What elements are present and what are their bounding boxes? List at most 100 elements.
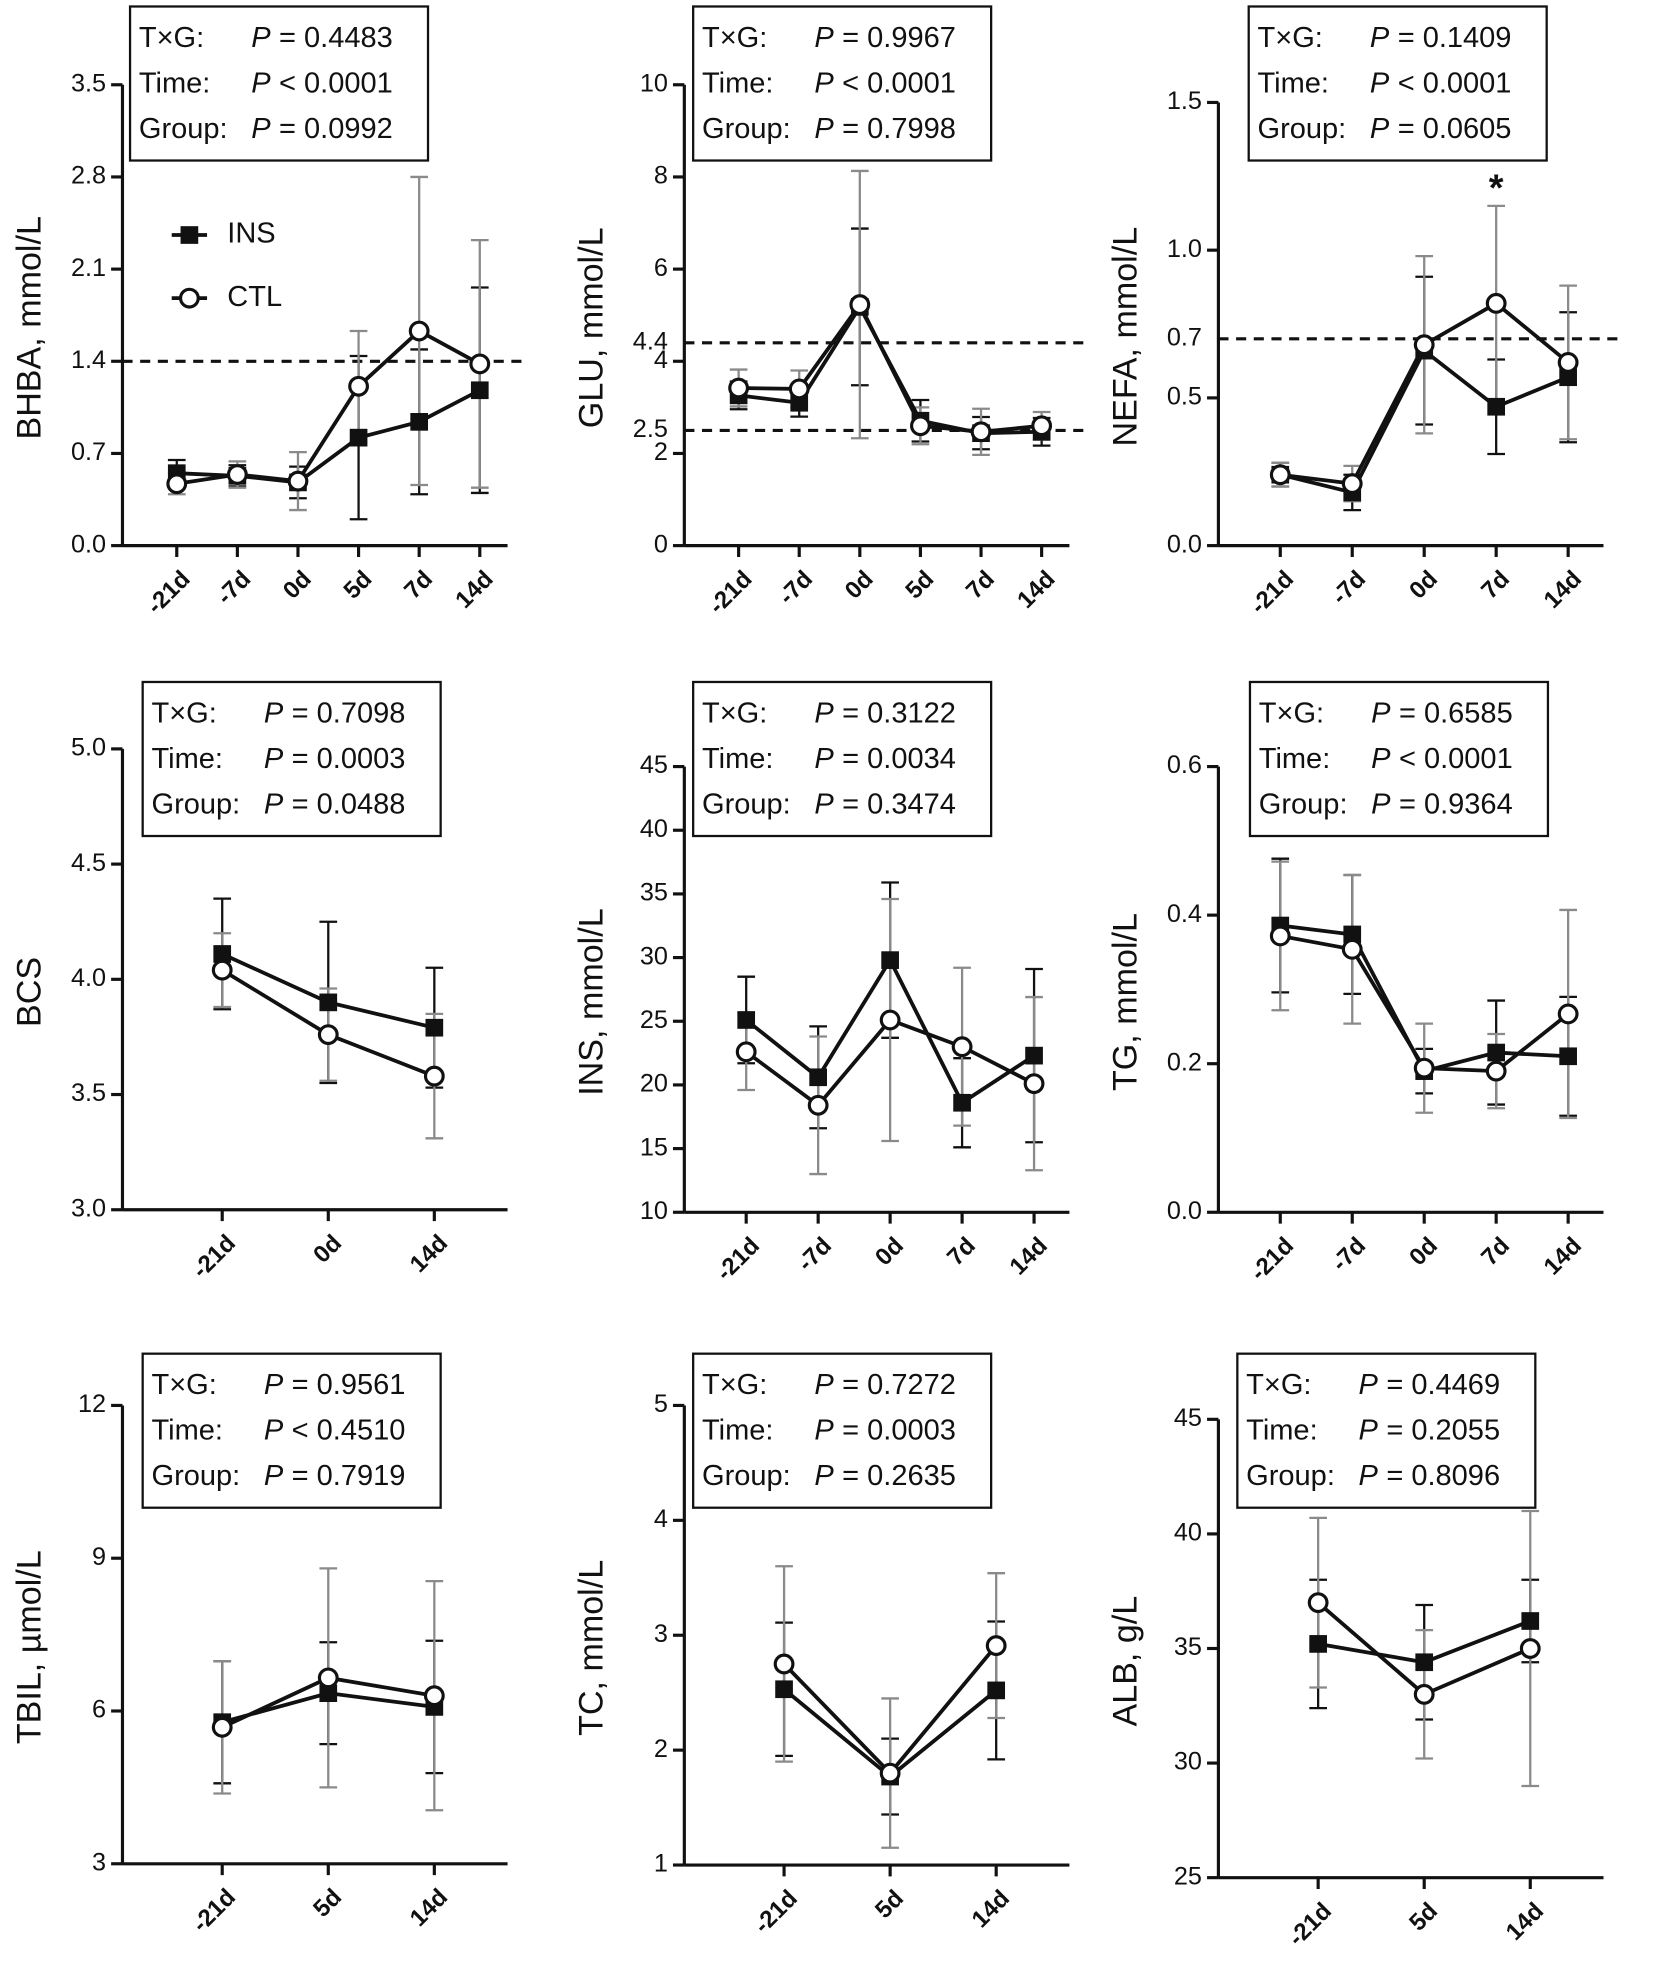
marker [1025, 1046, 1043, 1065]
stats-symbol: P [264, 788, 284, 820]
x-tick-label: 0d [840, 566, 879, 605]
stats-value: = 0.7098 [292, 697, 406, 729]
x-tick-label: 5d [339, 566, 378, 605]
marker [1269, 464, 1291, 486]
x-tick-label: 14d [1539, 566, 1587, 614]
y-tick-label: 2.8 [71, 162, 106, 190]
stats-label: Group: [702, 788, 791, 820]
y-tick-label: 6 [654, 254, 668, 282]
x-tick-label: 7d [1476, 1232, 1515, 1271]
y-tick-label: 25 [1174, 1862, 1202, 1890]
stats-value: = 0.4483 [279, 22, 393, 54]
x-tick-label: 5d [1404, 1898, 1443, 1937]
marker [348, 375, 369, 397]
stats-value: = 0.0003 [842, 1415, 956, 1447]
stats-label: Time: [702, 67, 773, 99]
stats-symbol: P [1359, 1369, 1379, 1401]
stats-value: = 0.3122 [842, 697, 956, 729]
stats-label: T×G: [702, 697, 767, 729]
marker [881, 951, 899, 969]
stats-label: Group: [139, 113, 228, 145]
x-tick-label: -7d [1327, 566, 1372, 611]
x-tick-label: 0d [1404, 1232, 1443, 1271]
stats-symbol: P [264, 1460, 284, 1492]
marker [1269, 925, 1291, 947]
y-tick-label: 3 [92, 1848, 106, 1876]
x-tick-label: 14d [1012, 566, 1060, 614]
marker [1519, 1638, 1541, 1659]
x-tick-label: 14d [967, 1885, 1015, 1933]
stats-box [1247, 5, 1548, 162]
stats-label: Time: [702, 1415, 773, 1447]
x-tick-label: 14d [1005, 1232, 1053, 1280]
marker [951, 1036, 973, 1058]
y-axis-label: TC, mmol/L [572, 1560, 610, 1736]
stats-label: T×G: [702, 1369, 767, 1401]
y-tick-label: 0 [654, 530, 668, 558]
stats-box [1236, 1352, 1537, 1509]
y-tick-label: 0.0 [1167, 1197, 1202, 1225]
marker [953, 1093, 971, 1112]
stats-label: T×G: [702, 22, 767, 54]
marker [1341, 473, 1363, 494]
marker [1413, 1683, 1435, 1705]
y-tick-label: 0.0 [1167, 530, 1202, 558]
stats-label: Time: [139, 67, 210, 99]
stats-symbol: P [1359, 1460, 1379, 1492]
x-tick-label: 7d [399, 566, 438, 605]
annotation: * [1489, 168, 1504, 210]
y-tick-label: 30 [640, 942, 668, 970]
stats-label: Time: [1246, 1415, 1317, 1447]
x-tick-label: 14d [1539, 1232, 1587, 1280]
series-line [738, 303, 1042, 436]
stats-box [692, 5, 993, 162]
y-tick-label: 0.2 [1167, 1048, 1202, 1076]
y-tick-label: 1.0 [1167, 235, 1202, 263]
x-tick-label: 7d [942, 1232, 981, 1271]
y-tick-label: 5.0 [71, 734, 106, 762]
stats-symbol: P [814, 1460, 834, 1492]
y-tick-label: 20 [640, 1070, 668, 1098]
marker [1415, 1653, 1434, 1672]
y-tick-label: 3.0 [71, 1194, 106, 1222]
stats-value: < 0.0001 [1398, 67, 1512, 99]
marker [1307, 1592, 1329, 1614]
marker [317, 1024, 339, 1046]
x-tick-label: 7d [961, 566, 1000, 605]
reference-label: 2.5 [633, 415, 668, 443]
marker [1309, 1635, 1327, 1653]
stats-value: = 0.9364 [1399, 788, 1513, 820]
marker [1559, 368, 1577, 387]
x-tick-label: 7d [1476, 566, 1515, 605]
stats-symbol: P [251, 67, 271, 99]
y-tick-label: 9 [92, 1543, 106, 1571]
marker [423, 1065, 445, 1087]
stats-label: Group: [702, 113, 791, 145]
marker [807, 1094, 829, 1116]
x-tick-label: 14d [405, 1230, 453, 1278]
stats-label: Group: [152, 788, 241, 820]
stats-value: = 0.3474 [842, 788, 956, 820]
y-tick-label: 10 [640, 69, 668, 97]
y-tick-label: 3 [654, 1620, 668, 1648]
x-tick-label: 14d [1501, 1898, 1549, 1946]
stats-symbol: P [814, 113, 834, 145]
series-line [738, 300, 1042, 434]
stats-value: < 0.0001 [1399, 743, 1513, 775]
panel: 0.0 0.5 1.0 1.5 0.7 -21d -7d 0d 7d 14d NEFA, mmol/… [1106, 5, 1619, 619]
stats-box [692, 1352, 993, 1509]
marker [879, 1762, 901, 1784]
marker [775, 1680, 793, 1699]
x-tick-label: -7d [774, 566, 819, 611]
marker [226, 464, 248, 485]
stats-label: T×G: [1246, 1369, 1311, 1401]
y-tick-label: 4 [654, 346, 668, 374]
stats-symbol: P [264, 1415, 284, 1447]
stats-label: Group: [152, 1460, 241, 1492]
stats-value: < 0.0001 [842, 67, 956, 99]
stats-symbol: P [814, 697, 834, 729]
marker [1341, 938, 1363, 960]
marker [735, 1041, 757, 1063]
stats-symbol: P [1370, 22, 1390, 54]
